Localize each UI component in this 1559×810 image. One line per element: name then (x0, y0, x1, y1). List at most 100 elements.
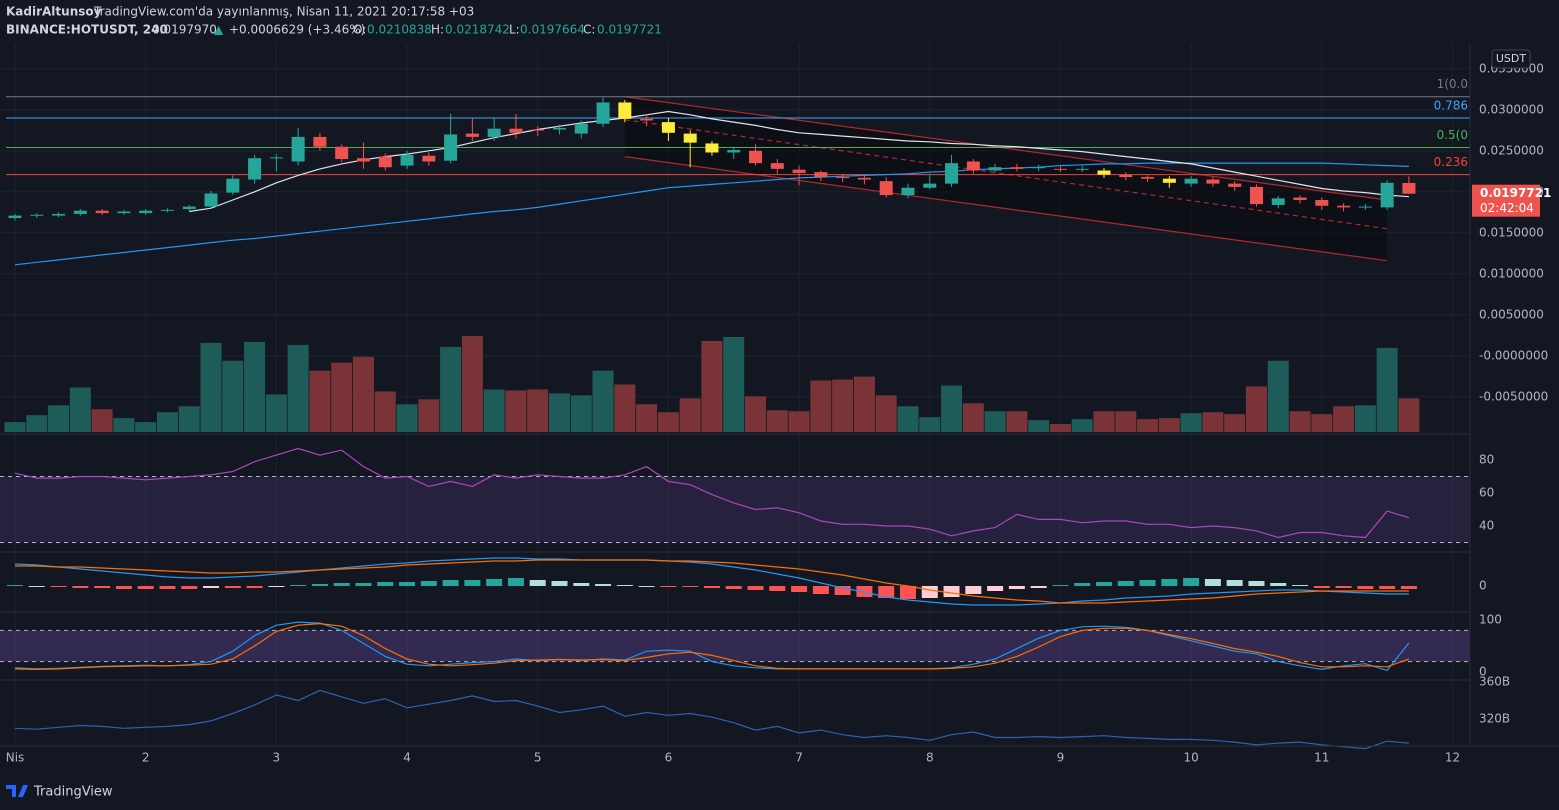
volume-bar (875, 395, 897, 432)
candle-body (596, 102, 610, 124)
macd-histogram-bar (878, 586, 895, 598)
candle-body (313, 136, 327, 147)
macd-histogram-bar (725, 586, 742, 589)
volume-bar (374, 391, 396, 432)
macd-histogram-bar (1008, 586, 1025, 589)
candle-body (1380, 182, 1394, 208)
volume-bar (1202, 412, 1224, 432)
candle-body (574, 123, 588, 134)
high-label: H: (431, 23, 444, 37)
macd-histogram-bar (1183, 578, 1200, 586)
candle-body (1293, 197, 1307, 201)
candle-body (618, 102, 632, 119)
y-tick-label: -0.0050000 (1479, 389, 1548, 403)
volume-bar (1049, 424, 1071, 432)
macd-histogram-bar (660, 586, 677, 587)
band-fill (0, 476, 1470, 543)
volume-bar (1354, 405, 1376, 432)
macd-histogram-bar (442, 580, 459, 586)
currency-label: USDT (1496, 52, 1527, 65)
candle-body (182, 206, 196, 210)
candle-body (117, 211, 131, 214)
macd-histogram-bar (899, 586, 916, 599)
volume-bar (287, 344, 309, 432)
volume-bar (1267, 360, 1289, 432)
macd-histogram-bar (943, 586, 960, 597)
macd-histogram-bar (1204, 579, 1221, 586)
y-tick-label: 0 (1479, 579, 1487, 593)
volume-bar (549, 393, 570, 432)
candle-body (1075, 168, 1089, 170)
volume-bar (962, 403, 984, 432)
high-value: 0.0218742 (445, 23, 510, 37)
currency-badge[interactable] (1491, 49, 1531, 69)
candle-body (269, 157, 283, 159)
macd-histogram-bar (72, 586, 89, 588)
last-price: 0.0197970 (152, 23, 217, 37)
macd-histogram-bar (377, 582, 394, 586)
macd-histogram-bar (965, 586, 982, 594)
macd-histogram-bar (573, 583, 590, 586)
x-tick-label: 6 (665, 751, 673, 765)
x-tick-label: 8 (926, 751, 934, 765)
candle-body (901, 187, 915, 196)
author: KadirAltunsoy (6, 5, 102, 19)
open-label: O: (353, 23, 366, 37)
volume-bar (766, 410, 788, 432)
macd-histogram-bar (420, 581, 437, 586)
candle-body (661, 122, 675, 133)
volume-bar (1311, 414, 1333, 432)
macd-histogram-bar (7, 585, 23, 586)
close-value: 0.0197721 (597, 23, 662, 37)
macd-histogram-bar (28, 586, 45, 587)
moving-average (189, 110, 1409, 213)
macd-histogram-bar (1226, 580, 1243, 586)
close-label: C: (583, 23, 595, 37)
macd-histogram-bar (333, 583, 350, 586)
volume-bar (1224, 414, 1246, 432)
volume-bar (48, 405, 70, 432)
macd-histogram-bar (1030, 586, 1047, 588)
y-tick-label: 80 (1479, 453, 1494, 467)
volume-bar (200, 342, 222, 432)
volume-bar (331, 362, 353, 432)
candle-body (1206, 179, 1220, 184)
candle-body (204, 193, 218, 207)
macd-histogram-bar (791, 586, 808, 592)
fib-label: 0.236 (1434, 155, 1468, 169)
candle-body (335, 146, 349, 160)
change-arrow: ▲ (214, 23, 224, 37)
y-tick-label: 0.0300000 (1479, 102, 1544, 116)
fib-label: 1(0.0 (1437, 77, 1468, 91)
candle-body (30, 214, 44, 216)
macd-histogram-bar (464, 580, 481, 586)
y-tick-label: 100 (1479, 613, 1502, 627)
candle-body (1010, 167, 1024, 169)
macd-histogram-bar (246, 586, 263, 588)
indicator-line (14, 689, 1409, 750)
y-tick-label: 0.0050000 (1479, 307, 1544, 321)
candle-body (8, 215, 22, 219)
candle-body (1162, 178, 1176, 183)
candle-body (1402, 182, 1416, 194)
candle-body (1184, 178, 1198, 184)
volume-bar (440, 346, 462, 432)
macd-histogram-bar (1139, 580, 1156, 586)
volume-bar (1376, 347, 1398, 432)
volume-bar (1093, 411, 1115, 432)
fib-label: 0.5(0 (1437, 128, 1468, 142)
volume-bar (483, 389, 505, 432)
macd-histogram-bar (747, 586, 764, 590)
candle-body (487, 128, 501, 137)
volume-bar (810, 380, 832, 432)
x-tick-label: Nis (6, 751, 25, 765)
candle-body (1249, 186, 1263, 205)
y-tick-label: 320B (1479, 712, 1510, 726)
channel-line (624, 96, 1388, 201)
indicator-line (14, 621, 1410, 672)
macd-histogram-bar (115, 586, 132, 589)
macd-histogram-bar (507, 578, 524, 586)
macd-histogram-bar (595, 584, 612, 586)
macd-histogram-bar (1248, 581, 1265, 586)
fib-label: 0.786 (1434, 99, 1468, 113)
